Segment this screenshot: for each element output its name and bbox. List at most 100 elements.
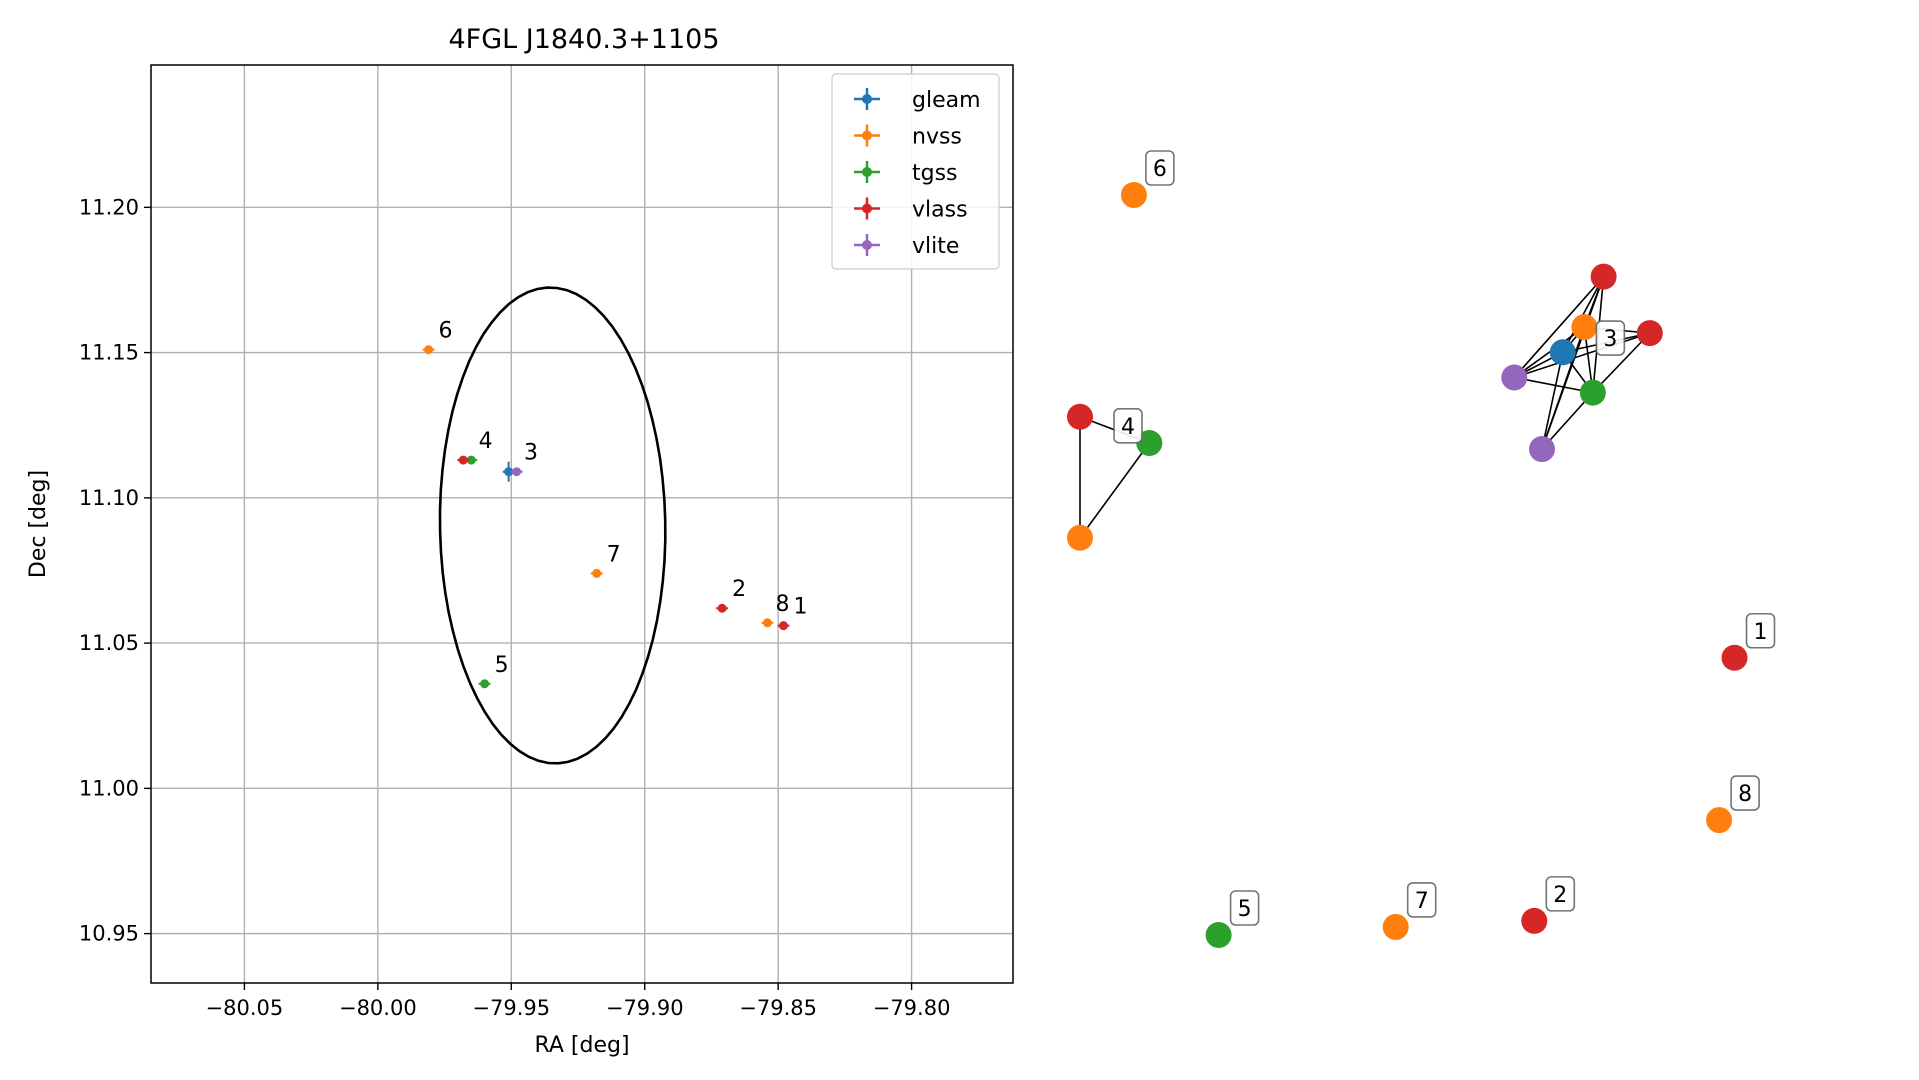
point-marker [424,345,434,355]
x-tick-label: −79.95 [472,996,550,1020]
localization-ellipse-group [438,286,667,765]
legend-label: vlite [912,234,959,259]
graph-node-vlass [1590,263,1617,290]
point-annotation: 6 [439,319,453,344]
legend-marker-dot [862,240,872,250]
y-axis-label: Dec [deg] [26,470,51,578]
legend-marker-dot [862,130,872,141]
graph-edge [1541,352,1564,450]
graph-label-box [1229,890,1260,926]
legend-entry-vlite: vlite [854,234,959,259]
graph-node-vlass [1521,907,1548,934]
legend-marker-dot [862,94,872,104]
point-vlass [777,621,790,631]
graph-node-vlass [1721,644,1748,671]
point-marker [504,467,514,477]
x-tick-label: −79.85 [739,996,817,1020]
graph-label-text: 4 [1121,415,1135,440]
point-marker [778,621,788,631]
graph-edge [1513,326,1585,379]
y-tick-label: 11.00 [79,776,139,800]
graph-label: 2 [1545,876,1576,912]
graph-edge [1592,332,1651,394]
y-axis-ticks: 10.95 11.00 11.05 11.10 11.15 11.20 [79,195,151,946]
legend: gleam nvss tgss vlass vlite [831,73,1000,270]
point-tgss [478,679,491,689]
graph-label-box [1406,882,1437,918]
x-axis-label: RA [deg] [534,1033,629,1058]
graph-label: 8 [1730,775,1760,811]
point-nvss [761,618,774,628]
graph-node-nvss [1067,524,1093,551]
graph-edge [1541,326,1586,450]
point-annotation: 2 [732,577,746,602]
plot-area-frame [150,64,1014,984]
y-tick-label: 11.15 [79,341,139,365]
x-tick-label: −79.90 [606,996,684,1020]
point-vlass [716,603,729,613]
graph-node-nvss [1706,807,1733,834]
graph-label-text: 5 [1238,897,1252,922]
y-tick-label: 11.05 [79,631,139,655]
graph-node-vlite [1501,364,1528,391]
point-annotation: 8 [775,592,789,617]
y-tick-label: 10.95 [79,922,139,946]
graph-label-text: 6 [1153,157,1167,182]
chart-title: 4FGL J1840.3+1105 [448,24,719,55]
graph-label: 5 [1229,890,1260,926]
legend-frame [831,73,1000,270]
point-vlite [510,467,523,477]
graph-label-box [1730,775,1760,811]
point-marker [480,679,490,689]
legend-entry-tgss: tgss [854,161,958,186]
point-vlass [457,455,470,465]
graph-label: 3 [1595,320,1626,356]
graph-node-tgss [1136,430,1163,457]
point-annotation: 5 [495,653,509,678]
graph-node-labels: 6 3 4 1 8 2 7 5 [1113,150,1776,926]
legend-label: gleam [912,88,981,113]
legend-entry-vlass: vlass [854,197,968,223]
graph-label: 1 [1745,612,1776,649]
graph-edge [1513,276,1605,379]
legend-entries: gleam nvss tgss vlass vlite [854,88,981,259]
graph-node-tgss [1579,379,1606,406]
y-tick-label: 11.10 [79,486,139,510]
point-marker [458,455,468,465]
legend-label: vlass [912,198,968,223]
graph-label-box [1113,407,1143,444]
legend-label: nvss [912,125,962,150]
y-tick-label: 11.20 [79,195,139,219]
graph-node-vlass [1636,320,1663,347]
graph-node-nvss [1120,182,1147,208]
x-axis-ticks: −80.05 −80.00 −79.95 −79.90 −79.85 −79.80 [206,983,951,1020]
graph-label-text: 7 [1415,889,1429,914]
data-points [422,345,790,689]
graph-node-vlass [1067,403,1093,430]
legend-entry-gleam: gleam [854,88,981,113]
graph-label-text: 3 [1603,327,1617,352]
graph-label: 4 [1113,407,1143,444]
point-annotation: 7 [607,542,621,567]
graph-label-text: 1 [1754,620,1768,645]
legend-marker-dot [862,167,872,177]
legend-label: tgss [912,161,958,186]
point-marker [466,455,476,465]
point-nvss [590,568,603,578]
point-marker [512,467,522,477]
graph-label: 6 [1145,150,1175,186]
point-nvss [422,345,435,355]
graph-node-nvss [1571,314,1598,341]
point-marker [592,568,602,578]
x-tick-label: −79.80 [873,996,951,1020]
x-tick-label: −80.00 [339,996,417,1020]
localization-ellipse [438,286,667,765]
graph-label-box [1745,612,1776,649]
graph-edge [1514,332,1651,379]
graph-node-gleam [1549,339,1576,366]
network-graph-panel: 6 3 4 1 8 2 7 5 [1067,150,1776,948]
graph-node-vlite [1529,436,1555,463]
x-tick-label: −80.05 [206,996,284,1020]
